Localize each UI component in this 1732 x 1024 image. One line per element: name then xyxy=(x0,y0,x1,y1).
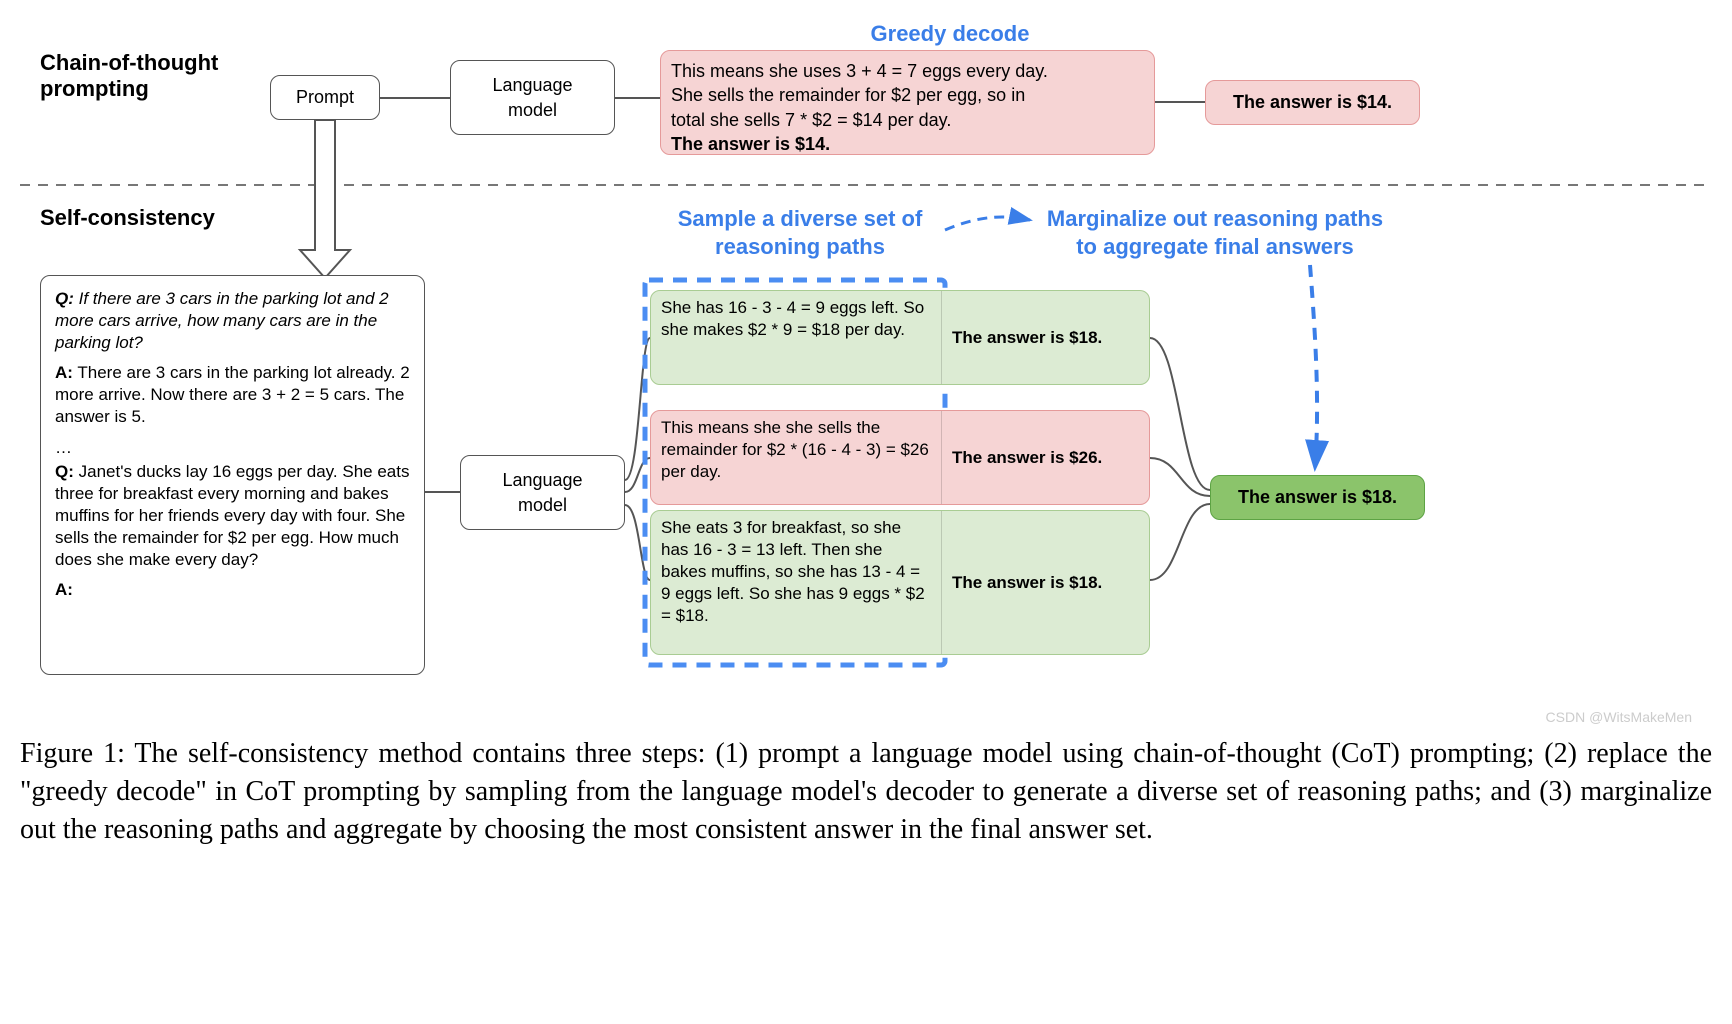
sample-paths-label: Sample a diverse set of reasoning paths xyxy=(650,205,950,260)
language-model-node-bottom: Language model xyxy=(460,455,625,530)
self-consistency-label: Self-consistency xyxy=(40,205,215,231)
reasoning-path-row: She eats 3 for breakfast, so she has 16 … xyxy=(650,510,1150,655)
cot-section-label: Chain-of-thought prompting xyxy=(40,50,218,102)
reasoning-answer: The answer is $18. xyxy=(941,511,1112,654)
reasoning-text: She eats 3 for breakfast, so she has 16 … xyxy=(651,511,941,654)
reasoning-text: This means she she sells the remainder f… xyxy=(651,411,941,504)
figure-area: Chain-of-thought prompting Greedy decode… xyxy=(20,20,1712,720)
reasoning-text: She has 16 - 3 - 4 = 9 eggs left. So she… xyxy=(651,291,941,384)
cot-reasoning-box: This means she uses 3 + 4 = 7 eggs every… xyxy=(660,50,1155,155)
reasoning-answer: The answer is $18. xyxy=(941,291,1112,384)
language-model-node-top: Language model xyxy=(450,60,615,135)
prompt-example-box: Q: If there are 3 cars in the parking lo… xyxy=(40,275,425,675)
cot-answer-box: The answer is $14. xyxy=(1205,80,1420,125)
greedy-decode-label: Greedy decode xyxy=(800,20,1100,48)
reasoning-path-row: This means she she sells the remainder f… xyxy=(650,410,1150,505)
reasoning-path-row: She has 16 - 3 - 4 = 9 eggs left. So she… xyxy=(650,290,1150,385)
marginalize-label: Marginalize out reasoning paths to aggre… xyxy=(1010,205,1420,260)
figure-container: Chain-of-thought prompting Greedy decode… xyxy=(20,20,1712,848)
reasoning-answer: The answer is $26. xyxy=(941,411,1112,504)
prompt-node-top: Prompt xyxy=(270,75,380,120)
figure-caption: Figure 1: The self-consistency method co… xyxy=(20,735,1712,848)
final-answer-box: The answer is $18. xyxy=(1210,475,1425,520)
watermark-text: CSDN @WitsMakeMen xyxy=(1546,709,1692,725)
